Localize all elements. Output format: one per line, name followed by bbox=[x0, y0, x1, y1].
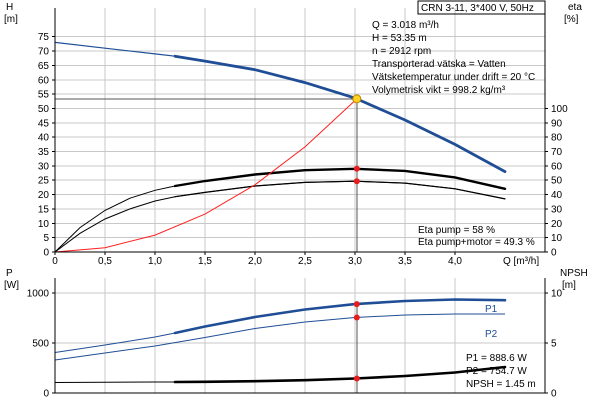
p1-curve-operating-range bbox=[173, 298, 507, 335]
flow-tick-label: 0,5 bbox=[98, 256, 112, 267]
npsh-axis-label: NPSH bbox=[560, 268, 588, 279]
head-tick-label: 5 bbox=[43, 233, 49, 244]
flow-tick-label: 4,0 bbox=[448, 256, 462, 267]
flow-tick-label: 3,0 bbox=[348, 256, 362, 267]
eta-pump-duty-marker bbox=[353, 165, 360, 172]
eta-tick-label: 70 bbox=[551, 147, 563, 158]
eta-tick-label: 90 bbox=[551, 118, 563, 129]
head-axis-label: H bbox=[6, 2, 13, 13]
head-tick-label: 0 bbox=[43, 248, 49, 259]
flow-tick-label: 2,5 bbox=[298, 256, 312, 267]
eta-tick-label: 60 bbox=[551, 161, 563, 172]
eta-tick-label: 30 bbox=[551, 204, 563, 215]
head-tick-label: 35 bbox=[38, 147, 50, 158]
flow-tick-labels: 0 0,5 1,0 1,5 2,0 2,5 3,0 3,5 4,0 bbox=[52, 256, 462, 267]
power-npsh-panel: 0 500 1000 0 5 10 P [W] NPSH [m] P1 P2 P1 = … bbox=[4, 268, 588, 400]
head-tick-label: 45 bbox=[38, 118, 50, 129]
p1-curve-line bbox=[54, 298, 506, 353]
p1-legend-label: P1 bbox=[485, 304, 498, 315]
power-npsh-curves bbox=[54, 298, 507, 384]
npsh-tick-label: 5 bbox=[551, 339, 557, 350]
info-flow: Q = 3.018 m³/h bbox=[372, 20, 439, 31]
eta-pump-operating-range bbox=[173, 167, 507, 190]
eta-tick-label: 20 bbox=[551, 219, 563, 230]
flow-tick-label: 1,0 bbox=[148, 256, 162, 267]
eta-axis-unit: [%] bbox=[564, 14, 579, 25]
p2-legend-label: P2 bbox=[485, 329, 498, 340]
power-tick-label: 0 bbox=[43, 389, 49, 400]
system-curve-line bbox=[54, 98, 358, 253]
power-axis-label: P bbox=[6, 268, 13, 279]
duty-point-markers bbox=[55, 94, 362, 252]
power-tick-label: 1000 bbox=[27, 289, 50, 300]
flow-tick-label: 1,5 bbox=[198, 256, 212, 267]
head-tick-label: 75 bbox=[38, 32, 50, 43]
head-duty-marker bbox=[352, 94, 362, 104]
head-tick-labels: 0 5 10 15 20 25 30 35 40 45 50 55 60 65 70 75 bbox=[38, 32, 50, 258]
head-grid bbox=[52, 8, 548, 255]
head-tick-label: 40 bbox=[38, 133, 50, 144]
power-axis-unit: [W] bbox=[4, 280, 19, 291]
flow-tick-label: 3,5 bbox=[398, 256, 412, 267]
head-tick-label: 50 bbox=[38, 104, 50, 115]
npsh-value-text: NPSH = 1.45 m bbox=[466, 379, 536, 390]
info-temperature: Vätsketemperatur under drift = 20 °C bbox=[372, 72, 535, 83]
eta-tick-labels: 0 10 20 30 40 50 60 70 80 90 100 bbox=[551, 104, 568, 259]
eta-total-text: Eta pump+motor = 49.3 % bbox=[418, 237, 535, 248]
head-tick-label: 25 bbox=[38, 176, 50, 187]
eta-total-operating-range bbox=[174, 180, 506, 200]
power-grid bbox=[52, 278, 548, 394]
eta-axis-label: eta bbox=[568, 2, 582, 13]
power-tick-label: 500 bbox=[32, 339, 49, 350]
chart-title: CRN 3-11, 3*400 V, 50Hz bbox=[421, 3, 534, 14]
p1-value-text: P1 = 888.6 W bbox=[466, 353, 527, 364]
p2-value-text: P2 = 754.7 W bbox=[466, 366, 527, 377]
eta-tick-label: 80 bbox=[551, 133, 563, 144]
head-efficiency-panel: 0 5 10 15 20 25 30 35 40 45 50 55 60 65 70 75 0 10 20 30 40… bbox=[4, 0, 583, 267]
info-speed: n = 2912 rpm bbox=[372, 46, 431, 57]
head-tick-label: 60 bbox=[38, 75, 50, 86]
flow-axis-label: Q [m³/h] bbox=[503, 256, 539, 267]
flow-tick-label: 2,0 bbox=[248, 256, 262, 267]
npsh-tick-labels: 0 5 10 bbox=[551, 289, 563, 400]
info-head: H = 53.35 m bbox=[372, 33, 427, 44]
head-tick-label: 55 bbox=[38, 90, 50, 101]
npsh-axis-unit: [m] bbox=[562, 280, 576, 291]
eta-tick-label: 10 bbox=[551, 233, 563, 244]
operating-info: Q = 3.018 m³/h H = 53.35 m n = 2912 rpm … bbox=[372, 20, 535, 96]
head-tick-label: 10 bbox=[38, 219, 50, 230]
npsh-tick-label: 10 bbox=[551, 289, 563, 300]
head-tick-label: 20 bbox=[38, 190, 50, 201]
p2-curve-line bbox=[54, 313, 505, 361]
efficiency-info: Eta pump = 58 % Eta pump+motor = 49.3 % bbox=[418, 225, 535, 248]
eta-tick-label: 0 bbox=[551, 248, 557, 259]
head-tick-label: 70 bbox=[38, 47, 50, 58]
power-duty-markers bbox=[353, 301, 360, 393]
power-tick-labels: 0 500 1000 bbox=[27, 289, 50, 400]
p1-duty-marker bbox=[353, 301, 360, 308]
head-axis-unit: [m] bbox=[4, 14, 18, 25]
head-tick-label: 65 bbox=[38, 61, 50, 72]
eta-total-duty-marker bbox=[353, 178, 360, 185]
power-info: P1 = 888.6 W P2 = 754.7 W NPSH = 1.45 m bbox=[466, 353, 536, 390]
p2-duty-marker bbox=[353, 314, 360, 321]
npsh-duty-marker bbox=[353, 375, 360, 382]
info-liquid: Transporterad vätska = Vatten bbox=[372, 59, 506, 70]
eta-pump-text: Eta pump = 58 % bbox=[418, 225, 495, 236]
eta-tick-label: 40 bbox=[551, 190, 563, 201]
npsh-curve-operating-range bbox=[173, 365, 507, 384]
title-frame bbox=[417, 0, 546, 15]
eta-tick-label: 50 bbox=[551, 176, 563, 187]
head-tick-label: 30 bbox=[38, 161, 50, 172]
npsh-tick-label: 0 bbox=[551, 389, 557, 400]
flow-tick-label: 0 bbox=[52, 256, 58, 267]
info-density: Volymetrisk vikt = 998.2 kg/m³ bbox=[372, 85, 506, 96]
head-tick-label: 15 bbox=[38, 204, 50, 215]
eta-tick-label: 100 bbox=[551, 104, 568, 115]
